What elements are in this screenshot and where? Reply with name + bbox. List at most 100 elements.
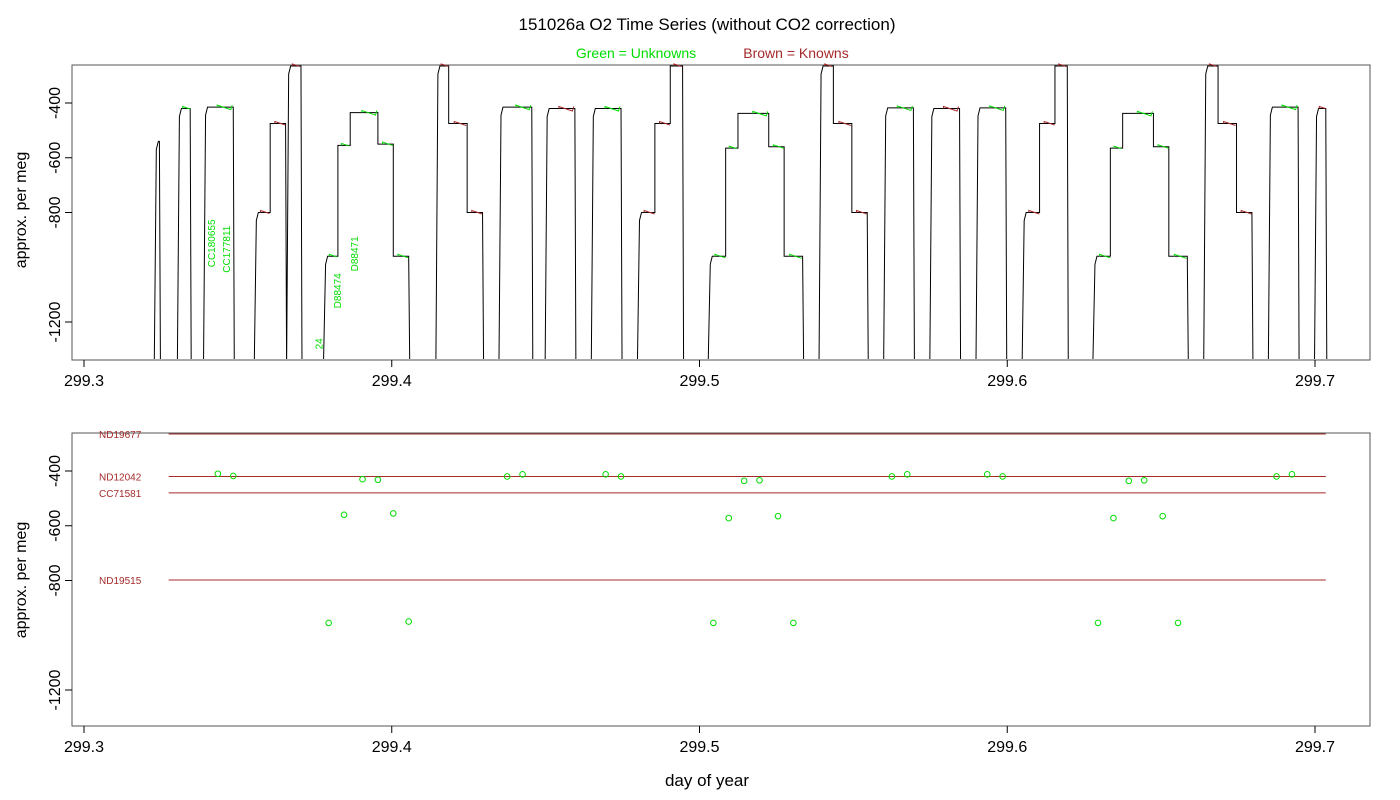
known-segment xyxy=(291,63,301,67)
x-tick-label: 299.5 xyxy=(679,373,719,390)
unknown-segment xyxy=(341,142,350,147)
unknown-segment xyxy=(604,105,621,112)
x-tick-label: 299.3 xyxy=(64,373,104,390)
unknown-point xyxy=(359,475,366,483)
reference-line-label: CC71581 xyxy=(99,489,142,500)
unknown-segment xyxy=(1113,145,1122,150)
sample-annotation: D88474 xyxy=(333,273,344,308)
reference-line-label: ND19515 xyxy=(99,576,142,587)
unknown-segment xyxy=(361,109,378,116)
unknown-point xyxy=(503,473,511,480)
y-tick-label: -800 xyxy=(47,196,64,228)
unknown-segment xyxy=(515,104,532,111)
unknown-point xyxy=(214,470,222,478)
known-segment xyxy=(471,209,483,215)
unknown-segment xyxy=(989,105,1006,112)
unknown-point xyxy=(340,511,348,519)
unknown-point xyxy=(725,514,733,522)
unknown-point xyxy=(740,477,748,485)
x-tick-label: 299.6 xyxy=(987,739,1027,756)
unknown-point xyxy=(1125,477,1133,485)
known-segment xyxy=(1240,209,1252,215)
legend-knowns: Brown = Knowns xyxy=(743,45,848,61)
unknown-point xyxy=(1110,514,1117,522)
unknown-segment xyxy=(896,105,913,112)
y-axis-label: approx. per meg xyxy=(13,152,30,269)
plot-frame xyxy=(71,432,1371,727)
known-segment xyxy=(453,120,467,127)
unknown-point xyxy=(983,470,991,478)
unknown-point xyxy=(405,618,412,625)
known-segment xyxy=(643,209,655,215)
unknown-segment xyxy=(1281,104,1298,111)
unknown-segment xyxy=(772,144,785,149)
unknown-point xyxy=(774,512,782,520)
x-axis-label: day of year xyxy=(665,771,749,790)
unknown-point xyxy=(617,473,625,480)
unknown-segment xyxy=(397,253,409,259)
known-segment xyxy=(943,105,960,112)
unknown-segment xyxy=(182,105,191,110)
x-tick-label: 299.6 xyxy=(987,373,1027,390)
unknown-point xyxy=(229,472,237,480)
unknown-point xyxy=(999,473,1006,480)
unknown-point xyxy=(389,510,397,517)
chart-title: 151026a O2 Time Series (without CO2 corr… xyxy=(518,15,895,34)
known-segment xyxy=(855,209,868,215)
y-tick-label: -400 xyxy=(47,455,64,487)
unknown-segment xyxy=(752,110,769,117)
known-segment xyxy=(259,209,270,214)
known-segment xyxy=(440,63,449,67)
known-segment xyxy=(1223,120,1236,127)
known-segment xyxy=(1208,63,1218,67)
unknown-point xyxy=(1288,470,1296,478)
known-segment xyxy=(1028,209,1040,215)
known-segment xyxy=(274,120,286,126)
known-segment xyxy=(838,120,852,127)
unknown-segment xyxy=(714,253,726,259)
bottom-panel-scatter: 299.3 299.4 299.5 299.6 299.7 -400 -600 -800 -12… xyxy=(13,430,1371,756)
unknown-point xyxy=(790,619,797,627)
unknown-point xyxy=(756,477,763,484)
x-tick-label: 299.4 xyxy=(372,739,412,756)
x-tick-label: 299.4 xyxy=(372,373,412,390)
unknown-segment xyxy=(1157,144,1169,149)
o2-trace-line xyxy=(153,65,1328,360)
y-tick-label: -1200 xyxy=(47,301,64,342)
y-tick-label: -1200 xyxy=(47,669,64,710)
top-panel-trace: 299.3 299.4 299.5 299.6 299.7 -400 -600 -800 -12… xyxy=(13,63,1371,390)
unknown-point xyxy=(710,619,717,627)
sample-annotation: D88471 xyxy=(350,236,361,271)
unknown-point xyxy=(519,470,526,478)
known-segment xyxy=(1058,63,1067,67)
unknown-point xyxy=(1174,619,1182,627)
unknown-point xyxy=(374,476,382,484)
unknown-point xyxy=(1159,512,1166,520)
y-axis-label: approx. per meg xyxy=(13,522,30,639)
y-tick-label: -400 xyxy=(47,87,64,119)
known-segment xyxy=(824,63,833,67)
unknown-segment xyxy=(382,141,394,147)
unknown-point xyxy=(1094,619,1102,627)
y-tick-label: -800 xyxy=(47,564,64,596)
unknown-segment xyxy=(728,145,738,150)
unknown-point xyxy=(888,473,896,480)
reference-line-label: ND12042 xyxy=(99,472,142,483)
sample-annotation: CC180655 xyxy=(207,219,218,267)
unknown-point xyxy=(1273,473,1280,480)
unknown-segment xyxy=(1136,110,1153,117)
unknown-point xyxy=(325,619,332,627)
sample-annotation: 24 xyxy=(315,338,326,350)
unknown-segment xyxy=(789,253,802,259)
known-segment xyxy=(1318,105,1326,109)
unknown-segment xyxy=(1173,253,1187,259)
unknown-segment xyxy=(216,104,233,111)
x-tick-label: 299.7 xyxy=(1295,373,1335,390)
x-tick-label: 299.7 xyxy=(1295,739,1335,756)
known-segment xyxy=(558,105,575,112)
known-segment xyxy=(673,63,682,67)
unknown-segment xyxy=(1099,253,1111,259)
known-segment xyxy=(658,120,671,126)
x-tick-label: 299.5 xyxy=(679,739,719,756)
